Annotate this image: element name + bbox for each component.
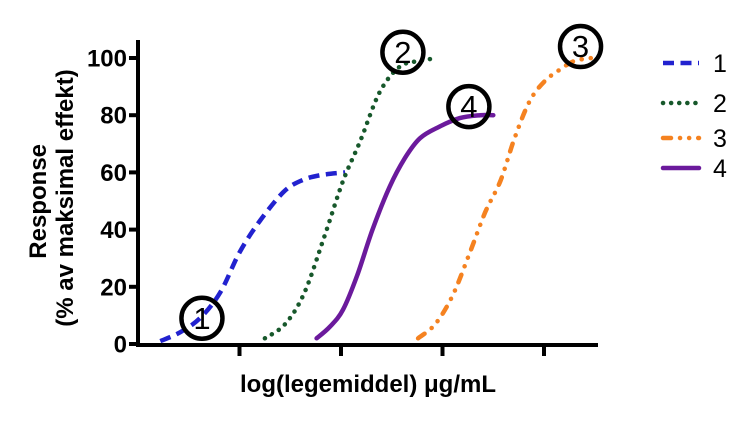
y-tick-label: 40	[100, 217, 127, 244]
marker-circle-4	[446, 83, 492, 130]
legend-label-1: 1	[713, 50, 727, 78]
y-tick-label: 60	[100, 160, 127, 187]
marker-number-3: 3	[572, 29, 589, 64]
y-tick-label: 0	[114, 332, 127, 359]
y-tick-label: 80	[100, 103, 127, 130]
y-axis-title-line1: Response	[25, 144, 52, 259]
legend-label-2: 2	[713, 90, 727, 118]
marker-number-4: 4	[460, 89, 477, 124]
marker-circle-2	[380, 29, 426, 76]
marker-number-2: 2	[394, 35, 411, 70]
y-axis-ticks: 0 20 40 60 80 100	[87, 46, 136, 359]
legend: 1 2 34	[660, 50, 727, 183]
curve-4	[314, 112, 496, 341]
marker-circle-3	[557, 23, 604, 70]
y-tick-label: 20	[100, 274, 127, 301]
y-axis-title: Response (% av maksimal effekt)	[25, 69, 79, 326]
marker-circle-1	[179, 295, 225, 342]
curve-number-markers: 1 2 3 4	[179, 23, 604, 342]
y-tick-label: 100	[87, 46, 127, 73]
x-axis-ticks	[237, 347, 546, 356]
curve-2	[262, 55, 440, 341]
legend-label-3: 3	[713, 125, 727, 153]
curve-1	[159, 170, 346, 344]
marker-number-1: 1	[193, 301, 210, 336]
axes	[136, 40, 598, 347]
curve-3	[415, 55, 594, 341]
y-axis-title-line2: (% av maksimal effekt)	[52, 69, 79, 326]
curves	[159, 55, 594, 344]
x-axis-title: log(legemiddel) μg/mL	[240, 371, 496, 398]
legend-label-4: 4	[713, 155, 727, 183]
